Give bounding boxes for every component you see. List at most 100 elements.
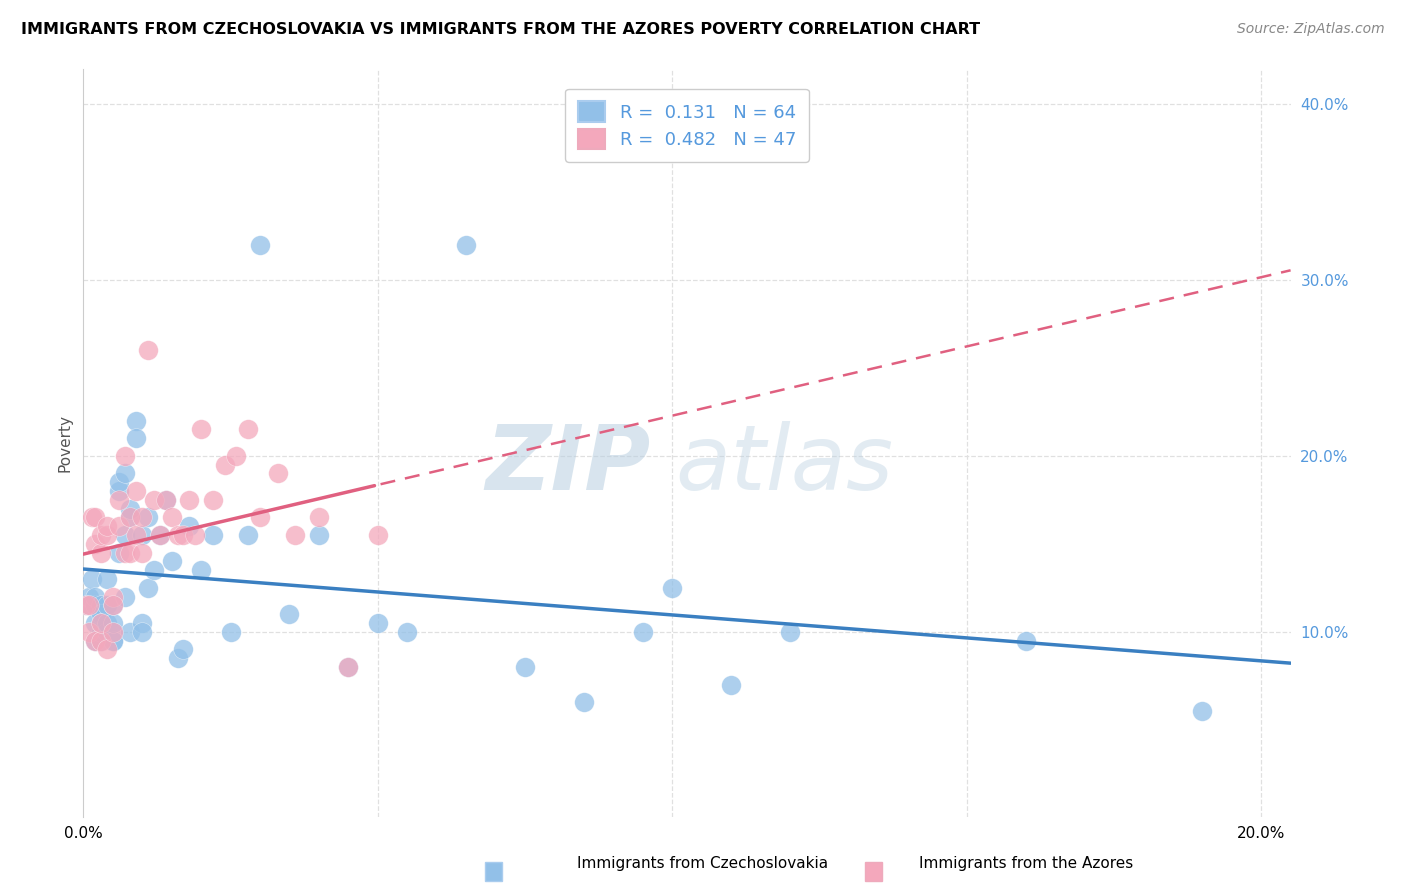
Point (90, 633, 112, 648)
Point (143, 563, 166, 577)
Point (572, 695, 595, 709)
Point (131, 528, 153, 542)
Point (308, 528, 330, 542)
Y-axis label: Poverty: Poverty (58, 414, 72, 472)
Point (201, 528, 224, 542)
Point (367, 528, 389, 542)
Point (337, 660, 360, 674)
Point (131, 624, 153, 639)
Text: atlas: atlas (675, 421, 893, 509)
Point (143, 492, 166, 507)
Point (249, 510, 271, 524)
Point (84, 537, 107, 551)
Point (337, 660, 360, 674)
Point (96, 599, 118, 613)
Point (120, 510, 142, 524)
Point (131, 545, 153, 559)
Point (249, 237, 271, 252)
Point (125, 528, 148, 542)
Point (238, 528, 260, 542)
Point (120, 510, 142, 524)
Point (90, 607, 112, 622)
Point (179, 519, 201, 533)
Point (1191, 704, 1213, 718)
Point (107, 492, 129, 507)
Point (82, 572, 104, 586)
Point (120, 501, 142, 516)
Point (225, 449, 247, 463)
Point (131, 615, 153, 630)
Point (90, 599, 112, 613)
Point (84, 590, 107, 604)
Point (96, 615, 118, 630)
Point (155, 492, 177, 507)
Point (125, 431, 148, 445)
Point (266, 467, 288, 481)
Point (90, 528, 112, 542)
Point (84, 510, 107, 524)
Point (238, 422, 260, 436)
Point (661, 581, 683, 595)
Point (125, 483, 148, 498)
Point (513, 660, 536, 674)
Point (114, 590, 136, 604)
Point (120, 545, 142, 559)
Point (367, 615, 389, 630)
Text: IMMIGRANTS FROM CZECHOSLOVAKIA VS IMMIGRANTS FROM THE AZORES POVERTY CORRELATION: IMMIGRANTS FROM CZECHOSLOVAKIA VS IMMIGR… (21, 22, 980, 37)
Point (114, 545, 136, 559)
Point (136, 343, 159, 358)
Point (101, 633, 124, 648)
Point (107, 475, 129, 490)
Point (75, 599, 97, 613)
Point (77, 624, 100, 639)
Point (190, 563, 212, 577)
Text: Immigrants from the Azores: Immigrants from the Azores (920, 855, 1133, 871)
Point (84, 615, 107, 630)
Legend: R =  0.131   N = 64, R =  0.482   N = 47: R = 0.131 N = 64, R = 0.482 N = 47 (565, 89, 808, 162)
Point (172, 642, 194, 657)
Point (82, 510, 104, 524)
Point (131, 510, 153, 524)
Point (96, 519, 118, 533)
Point (90, 633, 112, 648)
Point (107, 483, 129, 498)
Point (166, 651, 188, 665)
Point (114, 449, 136, 463)
Point (101, 633, 124, 648)
Point (179, 492, 201, 507)
Point (136, 510, 159, 524)
Text: Immigrants from Czechoslovakia: Immigrants from Czechoslovakia (578, 855, 828, 871)
Point (219, 624, 242, 639)
Point (456, 237, 478, 252)
Point (96, 624, 118, 639)
Point (101, 615, 124, 630)
Point (190, 422, 212, 436)
Point (114, 467, 136, 481)
Point (114, 528, 136, 542)
Point (75, 599, 97, 613)
Point (101, 599, 124, 613)
Point (107, 519, 129, 533)
Point (149, 528, 172, 542)
Point (149, 528, 172, 542)
Point (90, 615, 112, 630)
Point (278, 607, 301, 622)
Point (90, 615, 112, 630)
Point (631, 624, 654, 639)
Point (1014, 633, 1036, 648)
Point (77, 599, 100, 613)
Point (84, 633, 107, 648)
Point (160, 510, 183, 524)
Point (77, 590, 100, 604)
Point (90, 624, 112, 639)
Point (284, 528, 307, 542)
Point (214, 458, 236, 472)
Text: Source: ZipAtlas.com: Source: ZipAtlas.com (1237, 22, 1385, 37)
Point (155, 492, 177, 507)
Point (90, 545, 112, 559)
Point (184, 528, 207, 542)
Point (136, 581, 159, 595)
Point (96, 528, 118, 542)
Point (720, 677, 742, 691)
Point (396, 624, 419, 639)
